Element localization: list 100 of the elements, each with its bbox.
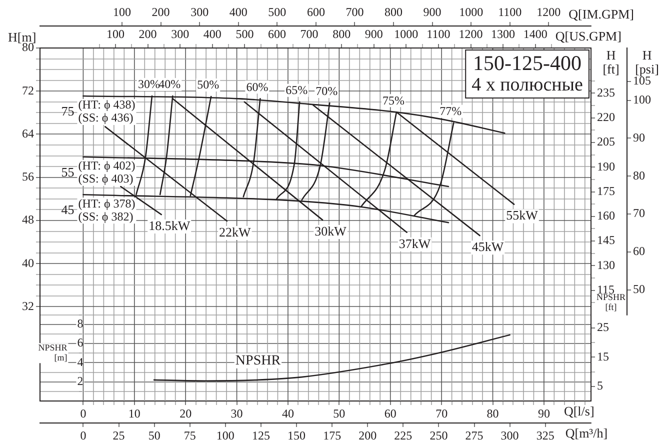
x-tick-label: 225: [394, 428, 412, 442]
y2-tick-label: 5: [597, 378, 603, 393]
y-tick-label: 64: [22, 126, 34, 140]
y-axis-title: NPSHR [m]: [38, 342, 68, 362]
x-tick-label: 50: [148, 428, 160, 442]
x2-tick-label: 60: [384, 406, 396, 420]
x2-tick-label: 400: [229, 4, 248, 19]
x-tick-label: 700: [300, 26, 318, 41]
x2-tick-label: 40: [282, 406, 294, 420]
x-tick-label: 400: [203, 26, 222, 41]
x2-tick-label: 90: [538, 406, 550, 420]
x-tick-label: 1300: [491, 26, 516, 41]
x-tick-label: 1200: [458, 26, 483, 41]
x-tick-label: 275: [465, 428, 484, 442]
series-label: NPSHR: [235, 354, 282, 369]
x2-axis-title: Q[l/s]: [564, 403, 594, 418]
x2-tick-label: 200: [152, 4, 170, 19]
x-tick-label: 300: [500, 428, 519, 442]
series-label: 70%: [316, 84, 338, 98]
x-axis-title: Q[m³/h]: [565, 425, 608, 440]
x-tick-label: 175: [323, 428, 342, 442]
x2-tick-label: 1100: [498, 4, 522, 19]
x2-axis-title: Q[IM.GPM]: [568, 6, 634, 22]
y3-tick-label: 70: [633, 206, 645, 220]
x2-tick-label: 1000: [459, 4, 484, 19]
x-tick-label: 300: [171, 26, 190, 41]
x2-tick-label: 100: [113, 4, 132, 19]
x2-tick-label: 1200: [536, 4, 561, 19]
x2-tick-label: 500: [268, 4, 286, 19]
series-label: 18.5kW: [148, 218, 191, 233]
y2-tick-label: 15: [597, 349, 609, 364]
series-label: 40%: [158, 77, 181, 92]
y2-tick-label: 220: [597, 110, 615, 124]
x-tick-label: 600: [268, 26, 286, 41]
x2-tick-label: 70: [436, 406, 448, 420]
x-tick-label: 1000: [394, 26, 418, 41]
x-tick-label: 100: [106, 26, 125, 41]
x-tick-label: 500: [236, 26, 254, 41]
y2-tick-label: 175: [597, 184, 615, 198]
y-tick-label: 32: [22, 298, 34, 313]
series-label: 60%: [246, 80, 268, 94]
series-label: 77%: [440, 104, 462, 118]
y2-tick-label: 160: [597, 208, 615, 223]
series-label: 45kW: [472, 238, 504, 254]
y2-tick-label: 145: [597, 233, 615, 248]
x2-tick-label: 800: [384, 4, 403, 19]
y2-tick-label: 235: [597, 85, 615, 100]
x-tick-label: 325: [536, 428, 554, 442]
series-label: 30kW: [314, 223, 348, 238]
x2-tick-label: 10: [128, 406, 140, 420]
series-label: 75%: [382, 93, 404, 108]
series-label: 55kW: [506, 208, 539, 223]
y3-tick-label: 60: [633, 244, 645, 258]
series-label: 22kW: [219, 224, 252, 240]
x-tick-label: 1100: [426, 26, 450, 41]
x-tick-label: 200: [138, 26, 157, 41]
series-label: 65%: [286, 83, 308, 98]
y2-tick-label: 190: [597, 159, 615, 174]
y-tick-label: 2: [77, 374, 84, 388]
y3-tick-label: 80: [633, 168, 645, 182]
x-tick-label: 25: [112, 428, 125, 442]
y3-tick-label: 100: [633, 92, 651, 106]
y2-tick-label: 130: [597, 258, 615, 272]
chart-title: 150-125-400: [473, 51, 582, 76]
y-tick-label: 8: [77, 316, 84, 331]
y2-tick-label: 25: [597, 320, 609, 334]
series-label: 37kW: [398, 236, 432, 251]
x2-tick-label: 900: [423, 4, 442, 19]
y3-tick-label: 90: [633, 130, 645, 144]
x2-tick-label: 50: [333, 406, 346, 420]
x2-tick-label: 0: [80, 406, 86, 420]
x-tick-label: 125: [252, 428, 270, 442]
x-tick-label: 75: [184, 428, 196, 442]
y-tick-label: 72: [22, 83, 34, 98]
y2-axis-title: H [ft]: [602, 47, 620, 76]
x2-tick-label: 80: [486, 406, 499, 420]
x2-tick-label: 600: [306, 4, 325, 19]
x-tick-label: 100: [216, 428, 234, 442]
x-tick-label: 900: [364, 26, 383, 41]
text: 4 x полюсные: [472, 74, 584, 96]
y-tick-label: 40: [22, 256, 34, 270]
x2-tick-label: 30: [230, 406, 243, 420]
x2-tick-label: 300: [190, 4, 209, 19]
x-tick-label: 800: [332, 26, 351, 41]
y-tick-label: 4: [77, 354, 84, 369]
x2-tick-label: 20: [180, 406, 192, 420]
x-tick-label: 200: [358, 428, 377, 442]
series-label: 50%: [197, 78, 220, 92]
y3-tick-label: 50: [633, 282, 645, 296]
y-tick-label: 48: [22, 212, 34, 227]
x-axis-title: Q[US.GPM]: [555, 28, 622, 44]
series-label: 30%: [138, 77, 160, 92]
x-tick-label: 1400: [523, 26, 548, 41]
x2-tick-label: 700: [346, 4, 364, 19]
x-tick-label: 250: [430, 428, 448, 442]
x-tick-label: 150: [288, 428, 306, 442]
y-tick-label: 56: [22, 170, 34, 184]
x-tick-label: 0: [80, 428, 86, 442]
y-tick-label: 6: [77, 336, 84, 350]
y2-tick-label: 205: [597, 134, 615, 149]
